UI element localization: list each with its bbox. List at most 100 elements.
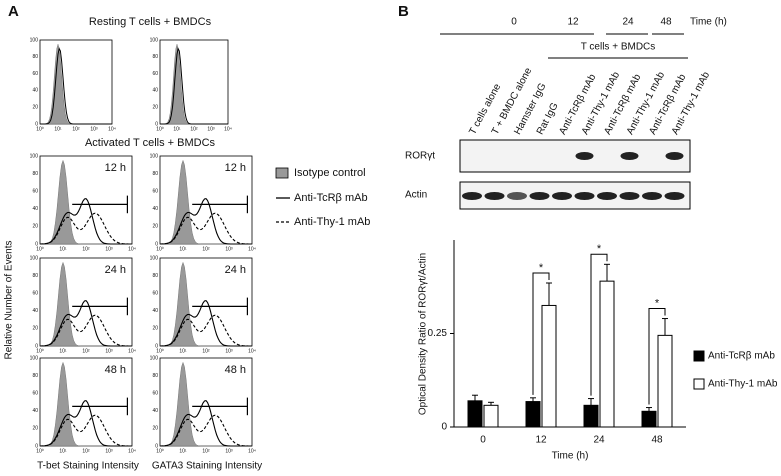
x-tick-label: 24 — [593, 435, 605, 446]
bar — [541, 304, 557, 428]
hist-x-tick: 10⁰ — [156, 246, 164, 252]
hist-x-tick: 10² — [202, 348, 210, 354]
hist-y-tick: 20 — [152, 105, 158, 111]
hist-y-tick: 40 — [32, 408, 38, 414]
hist-y-tick: 80 — [152, 54, 158, 60]
hist-y-tick: 80 — [152, 171, 158, 177]
x-axis-label: GATA3 Staining Intensity — [152, 461, 262, 472]
activated-title: Activated T cells + BMDCs — [85, 137, 216, 149]
bar — [525, 401, 541, 428]
curve — [40, 47, 112, 125]
curve — [40, 414, 132, 447]
curve — [39, 299, 132, 347]
band — [574, 192, 595, 200]
hist-y-tick: 60 — [152, 391, 158, 397]
isotype-curve — [160, 44, 228, 125]
hist-y-tick: 0 — [35, 241, 38, 247]
resting-title: Resting T cells + BMDCs — [89, 16, 212, 28]
hist-y-tick: 80 — [32, 171, 38, 177]
isotype-curve — [40, 43, 112, 125]
y-tick-label: 0.25 — [428, 328, 448, 339]
blot-label: Actin — [405, 190, 427, 201]
hist-x-tick: 10³ — [105, 448, 113, 454]
hist-x-tick: 10² — [82, 246, 90, 252]
hist-x-tick: 10¹ — [179, 246, 187, 252]
hist-y-tick: 20 — [152, 326, 158, 332]
time-header: 24 — [622, 17, 634, 28]
hist-y-tick: 40 — [32, 206, 38, 212]
hist-x-tick: 10⁴ — [128, 246, 136, 252]
hist-x-tick: 10³ — [90, 126, 98, 132]
hist-x-tick: 10⁴ — [248, 348, 256, 354]
hist-y-tick: 60 — [152, 71, 158, 77]
bar — [641, 410, 657, 428]
hist-y-tick: 80 — [152, 273, 158, 279]
time-header: 12 — [567, 17, 579, 28]
legend-label: Anti-TcRβ mAb — [294, 192, 368, 204]
timepoint: 48 h — [225, 364, 246, 376]
hist-x-tick: 10³ — [207, 126, 215, 132]
significance: * — [597, 243, 602, 255]
timepoint: 12 h — [105, 162, 126, 174]
band — [664, 192, 685, 200]
hist-y-tick: 40 — [32, 308, 38, 314]
hist-x-tick: 10¹ — [59, 348, 67, 354]
hist-y-tick: 80 — [32, 373, 38, 379]
hist-x-tick: 10² — [202, 246, 210, 252]
band — [642, 192, 662, 200]
x-axis-label: T-bet Staining Intensity — [37, 461, 139, 472]
hist-y-tick: 40 — [32, 88, 38, 94]
band — [484, 192, 505, 200]
curve — [160, 314, 252, 347]
blot — [459, 139, 691, 173]
band — [529, 192, 550, 200]
bar — [599, 280, 615, 428]
timepoint: 12 h — [225, 162, 246, 174]
blot-label: RORγt — [405, 151, 435, 162]
bar — [583, 404, 599, 428]
hist-x-tick: 10² — [82, 448, 90, 454]
hist-x-tick: 10³ — [105, 348, 113, 354]
y-axis-label: Optical Density Ratio of RORγt/Actin — [418, 253, 429, 415]
hist-y-tick: 40 — [152, 206, 158, 212]
hist-x-tick: 10⁰ — [156, 348, 164, 354]
hist-x-tick: 10¹ — [179, 448, 187, 454]
hist-x-tick: 10⁴ — [248, 448, 256, 454]
hist-x-tick: 10¹ — [173, 126, 181, 132]
panel-label: A — [8, 3, 19, 20]
hist-y-tick: 0 — [35, 121, 38, 127]
curve — [159, 197, 252, 245]
x-axis-label: Time (h) — [552, 451, 589, 462]
header-lines — [440, 33, 688, 59]
significance-bracket — [648, 308, 666, 405]
band — [552, 192, 572, 200]
hist-y-tick: 100 — [150, 255, 159, 261]
hist-y-tick: 0 — [35, 343, 38, 349]
hist-x-tick: 10¹ — [59, 246, 67, 252]
hist-y-tick: 100 — [150, 37, 159, 43]
x-tick-label: 48 — [651, 435, 663, 446]
curve — [40, 212, 132, 245]
hist-x-tick: 10⁰ — [36, 126, 44, 132]
hist-y-tick: 60 — [32, 291, 38, 297]
time-unit: Time (h) — [690, 17, 727, 28]
significance: * — [655, 297, 660, 309]
curve — [160, 212, 252, 245]
hist-y-tick: 60 — [152, 291, 158, 297]
hist-x-tick: 10² — [72, 126, 80, 132]
hist-y-tick: 60 — [152, 189, 158, 195]
hist-x-tick: 10¹ — [54, 126, 62, 132]
hist-y-tick: 60 — [32, 391, 38, 397]
hist-y-tick: 20 — [32, 326, 38, 332]
significance-bracket — [532, 272, 550, 395]
x-tick-label: 0 — [480, 435, 486, 446]
hist-y-tick: 100 — [150, 355, 159, 361]
legend-swatch — [275, 167, 289, 179]
hist-y-tick: 40 — [152, 308, 158, 314]
hist-y-tick: 20 — [32, 426, 38, 432]
band — [597, 192, 617, 200]
hist-x-tick: 10⁴ — [108, 126, 116, 132]
hist-y-tick: 60 — [32, 71, 38, 77]
bar — [483, 404, 499, 428]
